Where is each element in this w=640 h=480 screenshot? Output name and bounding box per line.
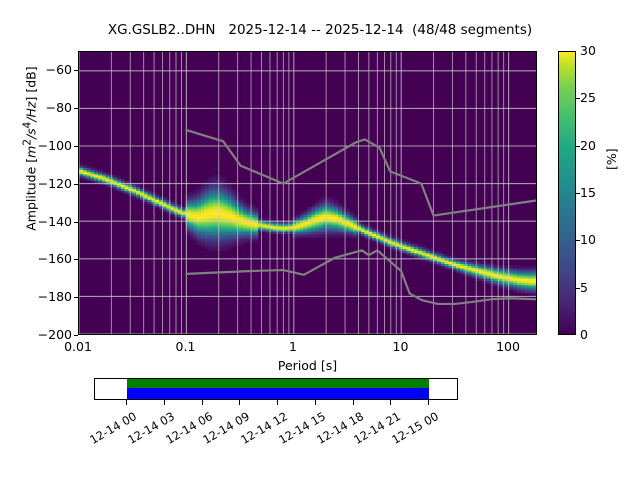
time-tick-mark — [277, 400, 278, 405]
time-tick-mark — [163, 400, 165, 405]
colorbar[interactable] — [558, 51, 576, 335]
time-tick-mark — [201, 400, 203, 405]
time-coverage-axes[interactable] — [94, 378, 458, 400]
colorbar-tick-label: 5 — [580, 279, 588, 295]
y-tick-mark — [74, 221, 78, 223]
colorbar-tick-mark — [576, 240, 580, 242]
x-tick-label: 100 — [496, 339, 520, 354]
colorbar-tick-label: 15 — [580, 185, 596, 200]
colorbar-tick-label: 25 — [580, 90, 596, 106]
y-tick-mark — [74, 183, 78, 185]
colorbar-tick-label: 0 — [580, 327, 588, 342]
y-tick-label: −160 — [37, 251, 72, 267]
x-tick-label: 1 — [289, 339, 297, 354]
y-tick-label: −60 — [45, 62, 72, 77]
y-tick-label: −180 — [37, 289, 72, 305]
y-tick-label: −100 — [37, 137, 72, 153]
x-tick-label: 0.01 — [64, 339, 92, 354]
ppsd-canvas — [79, 52, 536, 334]
time-tick-mark — [239, 400, 241, 405]
nhnm-curve — [185, 128, 536, 217]
colorbar-unit-label: [%] — [604, 148, 619, 170]
time-tick-mark — [428, 400, 429, 405]
page-title: XG.GSLB2..DHN 2025-12-14 -- 2025-12-14 (… — [107, 22, 533, 38]
y-tick-mark — [74, 107, 78, 109]
colorbar-tick-mark — [576, 98, 580, 100]
y-tick-label: −80 — [45, 99, 72, 115]
y-tick-mark — [74, 259, 78, 261]
colorbar-tick-mark — [576, 287, 580, 289]
colorbar-tick-label: 30 — [580, 43, 596, 58]
time-tick-mark — [314, 400, 316, 405]
x-tick-label: 0.1 — [175, 339, 196, 354]
y-tick-label: −140 — [37, 213, 72, 229]
x-axis-label: Period [s] — [277, 358, 338, 373]
y-tick-mark — [74, 335, 78, 337]
y-tick-label: −200 — [37, 327, 72, 343]
y-tick-mark — [74, 70, 78, 71]
time-coverage-gaps-band — [127, 388, 429, 399]
grid-lines — [79, 52, 536, 334]
time-coverage-data-band — [127, 379, 429, 388]
colorbar-tick-mark — [576, 193, 580, 194]
time-tick-mark — [126, 400, 127, 405]
nlnm-curve — [185, 249, 536, 306]
y-tick-label: −120 — [37, 175, 72, 191]
y-tick-mark — [74, 297, 78, 299]
colorbar-tick-mark — [576, 145, 580, 147]
time-tick-mark — [390, 400, 392, 405]
y-tick-mark — [74, 145, 78, 147]
ppsd-plot-area[interactable] — [78, 51, 537, 335]
x-tick-label: 10 — [392, 339, 409, 354]
colorbar-tick-label: 20 — [580, 137, 596, 153]
colorbar-tick-label: 10 — [580, 232, 596, 248]
time-tick-mark — [352, 400, 354, 405]
